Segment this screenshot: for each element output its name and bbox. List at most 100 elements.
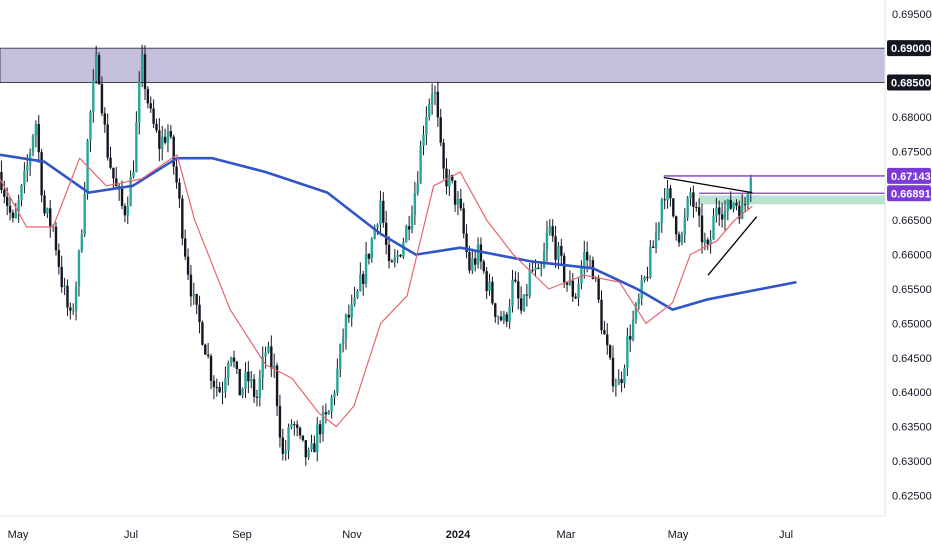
candle-body (416, 183, 419, 194)
candle-body (37, 124, 40, 153)
candle-body (252, 379, 256, 397)
candle-body (462, 208, 465, 234)
candle-body (353, 297, 356, 305)
price-tag-box (887, 40, 931, 57)
candle-body (26, 165, 29, 171)
candle-body (491, 281, 494, 304)
candle-body (106, 124, 109, 158)
candle-body (344, 314, 348, 339)
candle-body (135, 122, 138, 172)
zone-resistance (0, 47, 886, 83)
candle-body (278, 406, 282, 438)
candle-body (5, 196, 9, 206)
candle-body (709, 239, 712, 245)
candle-body (402, 242, 405, 257)
candle-body (640, 280, 643, 299)
candle-body (637, 298, 641, 305)
candle-body (186, 256, 190, 275)
candle-body (11, 212, 15, 218)
candle-body (138, 81, 141, 123)
candle-body (502, 314, 506, 321)
candle-body (20, 185, 23, 201)
candle-body (318, 424, 322, 435)
candle-body (482, 261, 485, 272)
time-tick-label: Jul (124, 529, 138, 541)
price-tick-label: 0.67500 (892, 146, 932, 158)
candle-body (57, 250, 61, 267)
candle-body (646, 277, 649, 279)
candle-body (706, 239, 709, 245)
candle-body (143, 54, 147, 90)
candle-body (347, 314, 351, 318)
candle-body (92, 80, 95, 112)
candle-body (169, 131, 173, 137)
candle-body (382, 200, 385, 223)
candle-body (60, 266, 63, 288)
moving-average-fast (0, 154, 753, 428)
candle-body (508, 306, 511, 322)
candlesticks (0, 44, 753, 466)
candle-body (370, 238, 374, 259)
candle-body (651, 246, 655, 248)
price-tag-box (887, 185, 931, 202)
candle-body (583, 251, 586, 267)
time-tick-label: Nov (342, 529, 362, 541)
candle-body (129, 176, 132, 207)
candle-body (594, 277, 597, 280)
candle-body (14, 211, 17, 218)
candle-body (146, 89, 150, 104)
candle-body (726, 199, 730, 212)
candle-body (376, 224, 379, 228)
candle-body (192, 294, 196, 297)
candle-body (341, 338, 345, 345)
candle-body (413, 193, 417, 216)
candle-body (23, 170, 26, 186)
candle-body (525, 294, 529, 296)
candle-body (746, 193, 750, 205)
candle-body (152, 108, 155, 124)
candle-body (436, 91, 440, 118)
candle-body (97, 55, 101, 85)
candle-body (433, 91, 437, 95)
candle-body (680, 234, 684, 243)
candle-body (126, 206, 129, 216)
candle-body (531, 269, 534, 271)
candle-body (221, 391, 224, 393)
candle-body (741, 204, 744, 219)
candle-body (393, 257, 396, 263)
time-axis[interactable]: May Jul Sep Nov 2024 Mar May Jul (8, 529, 793, 541)
candle-body (209, 356, 213, 381)
candle-body (674, 216, 678, 235)
candle-body (631, 319, 635, 340)
price-axis[interactable]: 0.69500 0.68000 0.67500 0.66500 0.66000 0.655… (892, 9, 932, 503)
candle-body (689, 192, 692, 199)
candle-body (109, 157, 112, 168)
price-tick-label: 0.64500 (892, 353, 932, 365)
candle-body (227, 363, 230, 379)
candle-body (204, 344, 207, 355)
candle-body (181, 198, 184, 239)
candle-body (603, 330, 606, 335)
candle-body (3, 189, 6, 197)
candle-body (89, 111, 92, 141)
candle-body (8, 205, 12, 213)
candle-body (712, 215, 715, 240)
candle-body (158, 130, 161, 149)
candle-body (560, 245, 563, 256)
candle-body (396, 254, 399, 258)
candle-body (293, 424, 296, 426)
candle-body (620, 379, 623, 384)
candle-body (255, 396, 259, 398)
price-tick-label: 0.68000 (892, 112, 932, 124)
candle-body (31, 135, 35, 153)
candle-body (270, 346, 273, 369)
candle-body (284, 450, 287, 454)
candle-body (430, 94, 434, 105)
candle-body (120, 188, 124, 206)
candle-body (201, 322, 204, 345)
price-tick-label: 0.63000 (892, 456, 932, 468)
candle-body (356, 290, 359, 298)
candle-body (198, 304, 201, 323)
candle-body (499, 316, 503, 321)
candle-body (459, 198, 463, 209)
